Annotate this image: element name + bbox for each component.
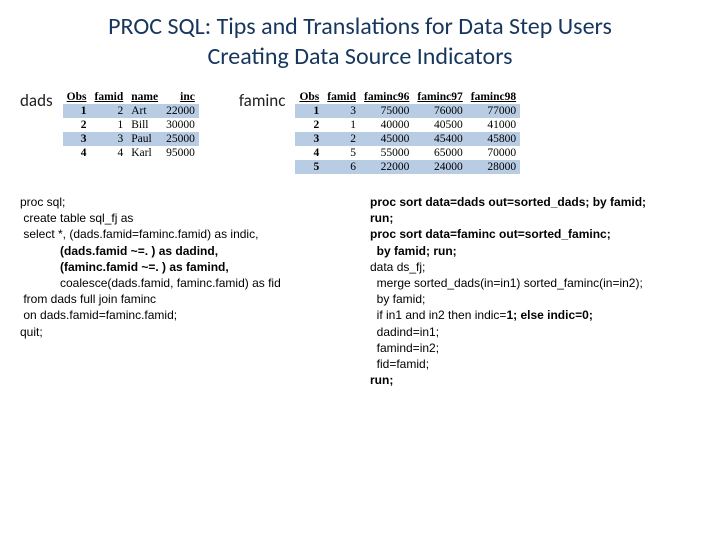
table-row: 3 3 Paul 25000 (63, 132, 199, 146)
proc-sql-code: proc sql; create table sql_fj as select … (20, 194, 350, 388)
dads-label: dads (20, 90, 55, 111)
code-row: proc sql; create table sql_fj as select … (20, 194, 700, 388)
faminc-label: faminc (239, 90, 288, 111)
table-header-row: Obs famid name inc (63, 90, 199, 104)
col-famid: famid (90, 90, 127, 104)
faminc-table: Obs famid faminc96 faminc97 faminc98 1 3… (295, 90, 520, 174)
dads-table: Obs famid name inc 1 2 Art 22000 2 1 Bil… (63, 90, 199, 160)
col-name: name (127, 90, 162, 104)
table-row: 2 1 Bill 30000 (63, 118, 199, 132)
title-line-2: Creating Data Source Indicators (207, 42, 512, 71)
data-step-code: proc sort data=dads out=sorted_dads; by … (370, 194, 700, 388)
table-header-row: Obs famid faminc96 faminc97 faminc98 (295, 90, 520, 104)
col-famid: famid (323, 90, 360, 104)
col-inc: inc (162, 90, 199, 104)
tables-row: dads Obs famid name inc 1 2 Art 22000 2 … (20, 90, 700, 174)
table-row: 2 1 40000 40500 41000 (295, 118, 520, 132)
table-row: 5 6 22000 24000 28000 (295, 160, 520, 174)
col-obs: Obs (295, 90, 323, 104)
table-row: 1 3 75000 76000 77000 (295, 104, 520, 118)
col-obs: Obs (63, 90, 91, 104)
title-line-1: PROC SQL: Tips and Translations for Data… (108, 12, 612, 41)
col-faminc96: faminc96 (360, 90, 413, 104)
slide-title: PROC SQL: Tips and Translations for Data… (20, 12, 700, 72)
table-row: 4 5 55000 65000 70000 (295, 146, 520, 160)
col-faminc98: faminc98 (467, 90, 520, 104)
table-row: 4 4 Karl 95000 (63, 146, 199, 160)
table-row: 3 2 45000 45400 45800 (295, 132, 520, 146)
col-faminc97: faminc97 (413, 90, 466, 104)
table-row: 1 2 Art 22000 (63, 104, 199, 118)
